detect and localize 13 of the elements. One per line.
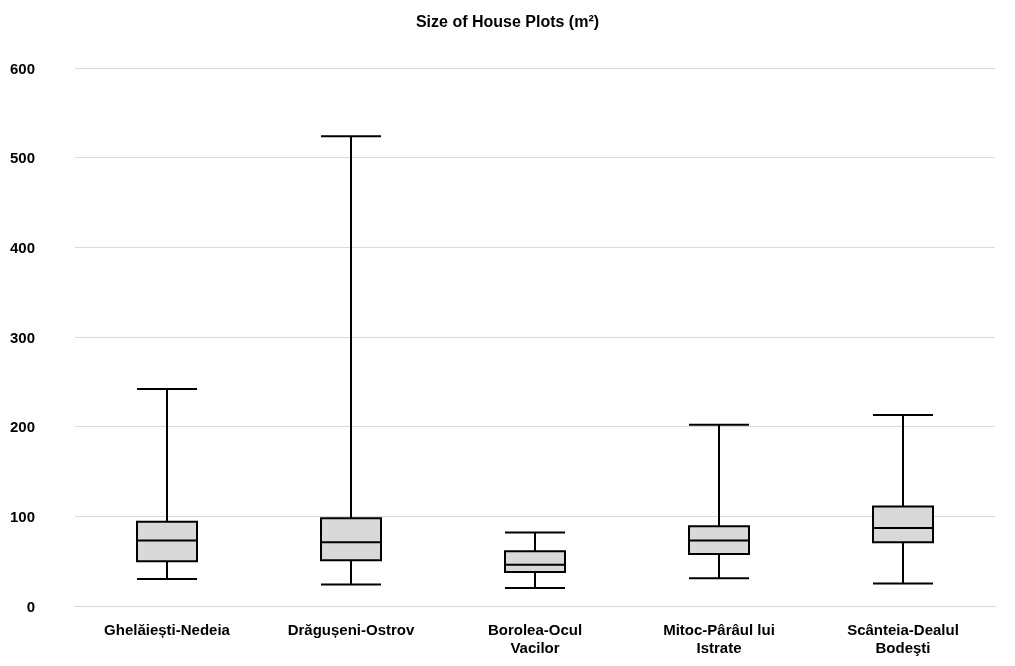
- x-tick-label: Mitoc-Pârâul lui Istrate: [663, 620, 775, 656]
- y-tick-label: 600: [9, 59, 35, 77]
- x-tick-label: Drăgușeni-Ostrov: [287, 620, 415, 638]
- y-tick-label: 0: [26, 597, 35, 615]
- x-tick-label: Borolea-Ocul Vacilor: [487, 620, 583, 656]
- y-tick-label: 300: [9, 328, 35, 346]
- chart-title: Size of House Plots (m²): [415, 12, 600, 30]
- y-tick-label: 500: [9, 149, 35, 167]
- x-tick-label: Scânteia-Dealul Bodeşti: [847, 620, 959, 656]
- y-tick-label: 200: [9, 418, 35, 436]
- x-tick-label: Ghelăiești-Nedeia: [104, 620, 231, 638]
- y-tick-label: 400: [9, 238, 35, 256]
- y-tick-label: 100: [9, 507, 35, 525]
